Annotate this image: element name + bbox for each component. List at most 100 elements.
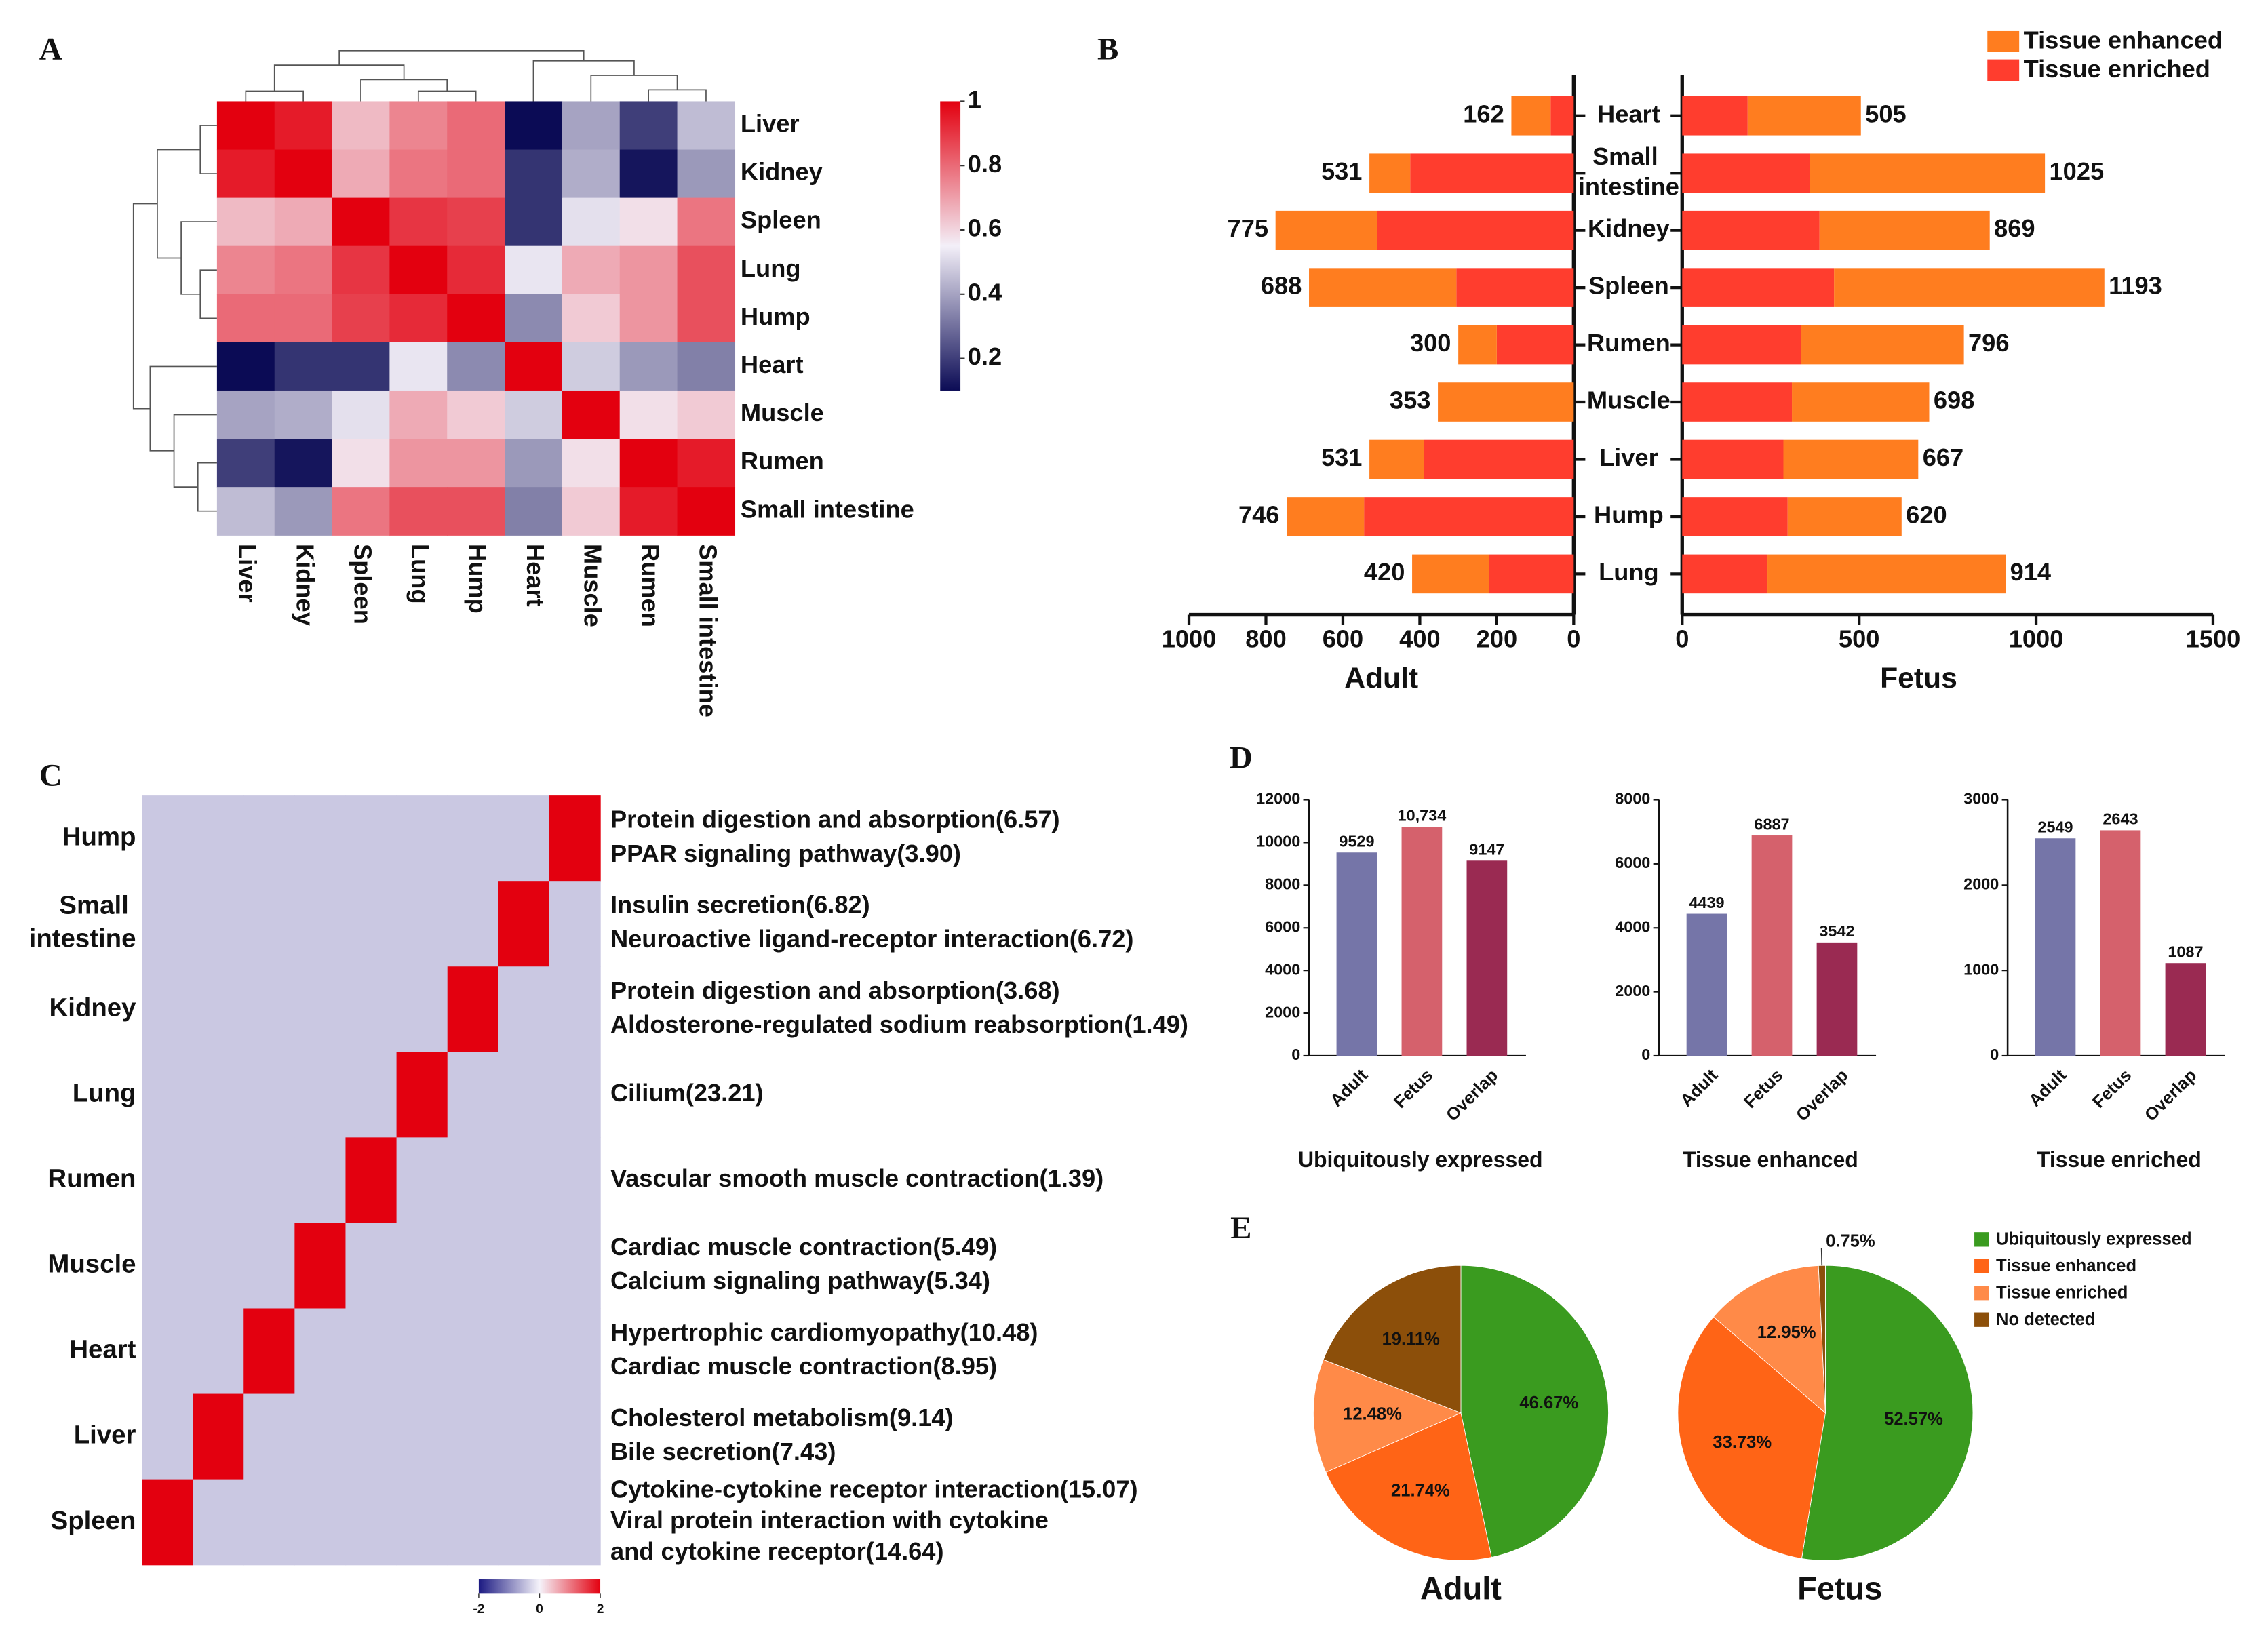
heatmap-cell bbox=[677, 487, 736, 536]
heatmap-cell bbox=[619, 101, 678, 151]
x-tick-label: Adult bbox=[2025, 1065, 2070, 1110]
bar-segment bbox=[1682, 497, 1788, 536]
heatmap-cell bbox=[619, 390, 678, 439]
x-tick-label: Fetus bbox=[2089, 1066, 2135, 1112]
value-label: 21.74% bbox=[1391, 1482, 1450, 1501]
colorbar bbox=[940, 101, 961, 391]
heatmap-cell bbox=[677, 439, 736, 488]
heatmap-cell bbox=[447, 294, 505, 343]
heatmap-cell bbox=[396, 795, 448, 882]
bar-segment bbox=[1364, 497, 1574, 536]
value-label: 33.73% bbox=[1713, 1433, 1772, 1452]
heatmap-cell bbox=[498, 1223, 550, 1309]
y-tick-label: 4000 bbox=[1615, 917, 1650, 935]
y-tick-label: 6000 bbox=[1265, 917, 1300, 935]
heatmap-cell bbox=[447, 881, 499, 967]
heatmap-cell bbox=[345, 1223, 397, 1309]
row-label: Heart bbox=[69, 1335, 136, 1364]
y-tick-label: 6000 bbox=[1615, 854, 1650, 871]
heatmap-cell bbox=[447, 101, 505, 151]
heatmap-cell bbox=[274, 101, 333, 151]
heatmap-cell bbox=[332, 101, 391, 151]
heatmap-cell bbox=[274, 245, 333, 295]
heatmap-cell bbox=[193, 1479, 244, 1566]
x-tick-label: Overlap bbox=[1443, 1066, 1502, 1125]
row-label: Rumen bbox=[741, 447, 824, 475]
total-label: 420 bbox=[1364, 558, 1405, 586]
x-tick-label: 200 bbox=[1477, 625, 1517, 652]
colorbar bbox=[478, 1579, 601, 1594]
category-label: Liver bbox=[1599, 443, 1658, 471]
pathway-annotation: Protein digestion and absorption(3.68) bbox=[610, 976, 1060, 1004]
heatmap-cell bbox=[505, 197, 563, 247]
heatmap-cell bbox=[677, 390, 736, 439]
heatmap-cell bbox=[243, 1393, 295, 1480]
x-tick-label: Fetus bbox=[1740, 1066, 1786, 1112]
legend-swatch bbox=[1974, 1232, 1989, 1247]
heatmap-cell bbox=[447, 439, 505, 488]
heatmap-cell bbox=[549, 1393, 601, 1480]
colorbar-tick-label: 0.2 bbox=[968, 342, 1002, 370]
bar-segment bbox=[1783, 439, 1919, 479]
heatmap-cell bbox=[332, 487, 391, 536]
heatmap-cell bbox=[294, 966, 347, 1052]
heatmap-cell bbox=[142, 1137, 193, 1224]
y-tick-label: 0 bbox=[1291, 1046, 1300, 1063]
heatmap-cell bbox=[447, 1137, 499, 1224]
heatmap-cell bbox=[389, 342, 448, 391]
legend-label: Tissue enriched bbox=[2024, 55, 2210, 83]
total-label: 353 bbox=[1390, 387, 1430, 414]
heatmap-cell bbox=[274, 487, 333, 536]
heatmap-cell bbox=[396, 1052, 448, 1139]
heatmap-cell bbox=[498, 1052, 550, 1139]
heatmap-cell bbox=[142, 881, 193, 967]
heatmap-cell bbox=[193, 1137, 244, 1224]
bar-segment bbox=[1682, 210, 1820, 250]
heatmap-cell bbox=[274, 439, 333, 488]
bar-segment bbox=[1682, 554, 1768, 594]
pie-slice bbox=[1460, 1265, 1609, 1558]
heatmap-cell bbox=[389, 149, 448, 199]
row-label: Small intestine bbox=[741, 495, 914, 523]
value-label: 2549 bbox=[2037, 818, 2073, 836]
bar-segment bbox=[1682, 153, 1810, 193]
bar bbox=[1816, 942, 1858, 1056]
heatmap-cell bbox=[243, 1223, 295, 1309]
heatmap-cell bbox=[562, 149, 621, 199]
value-label: 4439 bbox=[1689, 894, 1724, 911]
heatmap-cell bbox=[447, 390, 505, 439]
heatmap-cell bbox=[216, 149, 275, 199]
y-tick-label: 2000 bbox=[1615, 982, 1650, 999]
column-label: Spleen bbox=[349, 544, 376, 625]
heatmap-cell bbox=[619, 294, 678, 343]
heatmap-cell bbox=[677, 342, 736, 391]
heatmap-cell bbox=[396, 966, 448, 1052]
legend-swatch bbox=[1974, 1286, 1989, 1301]
heatmap-cell bbox=[562, 390, 621, 439]
heatmap-cell bbox=[216, 294, 275, 343]
total-label: 869 bbox=[1994, 214, 2035, 242]
value-label: 0.75% bbox=[1826, 1231, 1875, 1250]
x-tick-label: Overlap bbox=[2141, 1066, 2200, 1125]
heatmap-cell bbox=[193, 1052, 244, 1139]
panel-letter: B bbox=[1097, 32, 1118, 67]
dendrogram bbox=[132, 125, 217, 512]
heatmap-cell bbox=[498, 1393, 550, 1480]
total-label: 531 bbox=[1321, 157, 1362, 185]
heatmap-cell bbox=[505, 342, 563, 391]
row-label: Lung bbox=[741, 254, 801, 282]
heatmap-cell bbox=[677, 245, 736, 295]
value-label: 12.48% bbox=[1343, 1404, 1402, 1423]
heatmap-cell bbox=[243, 795, 295, 882]
heatmap-cell bbox=[274, 294, 333, 343]
heatmap-cell bbox=[294, 1308, 347, 1395]
pie-slice bbox=[1713, 1265, 1826, 1414]
heatmap-cell bbox=[193, 966, 244, 1052]
heatmap-cell bbox=[505, 245, 563, 295]
heatmap-cell bbox=[447, 795, 499, 882]
pathway-annotation: Cardiac muscle contraction(8.95) bbox=[610, 1352, 997, 1380]
row-label: Kidney bbox=[741, 158, 823, 186]
heatmap-cell bbox=[216, 342, 275, 391]
bar bbox=[1686, 913, 1727, 1056]
bar-segment bbox=[1792, 382, 1930, 422]
